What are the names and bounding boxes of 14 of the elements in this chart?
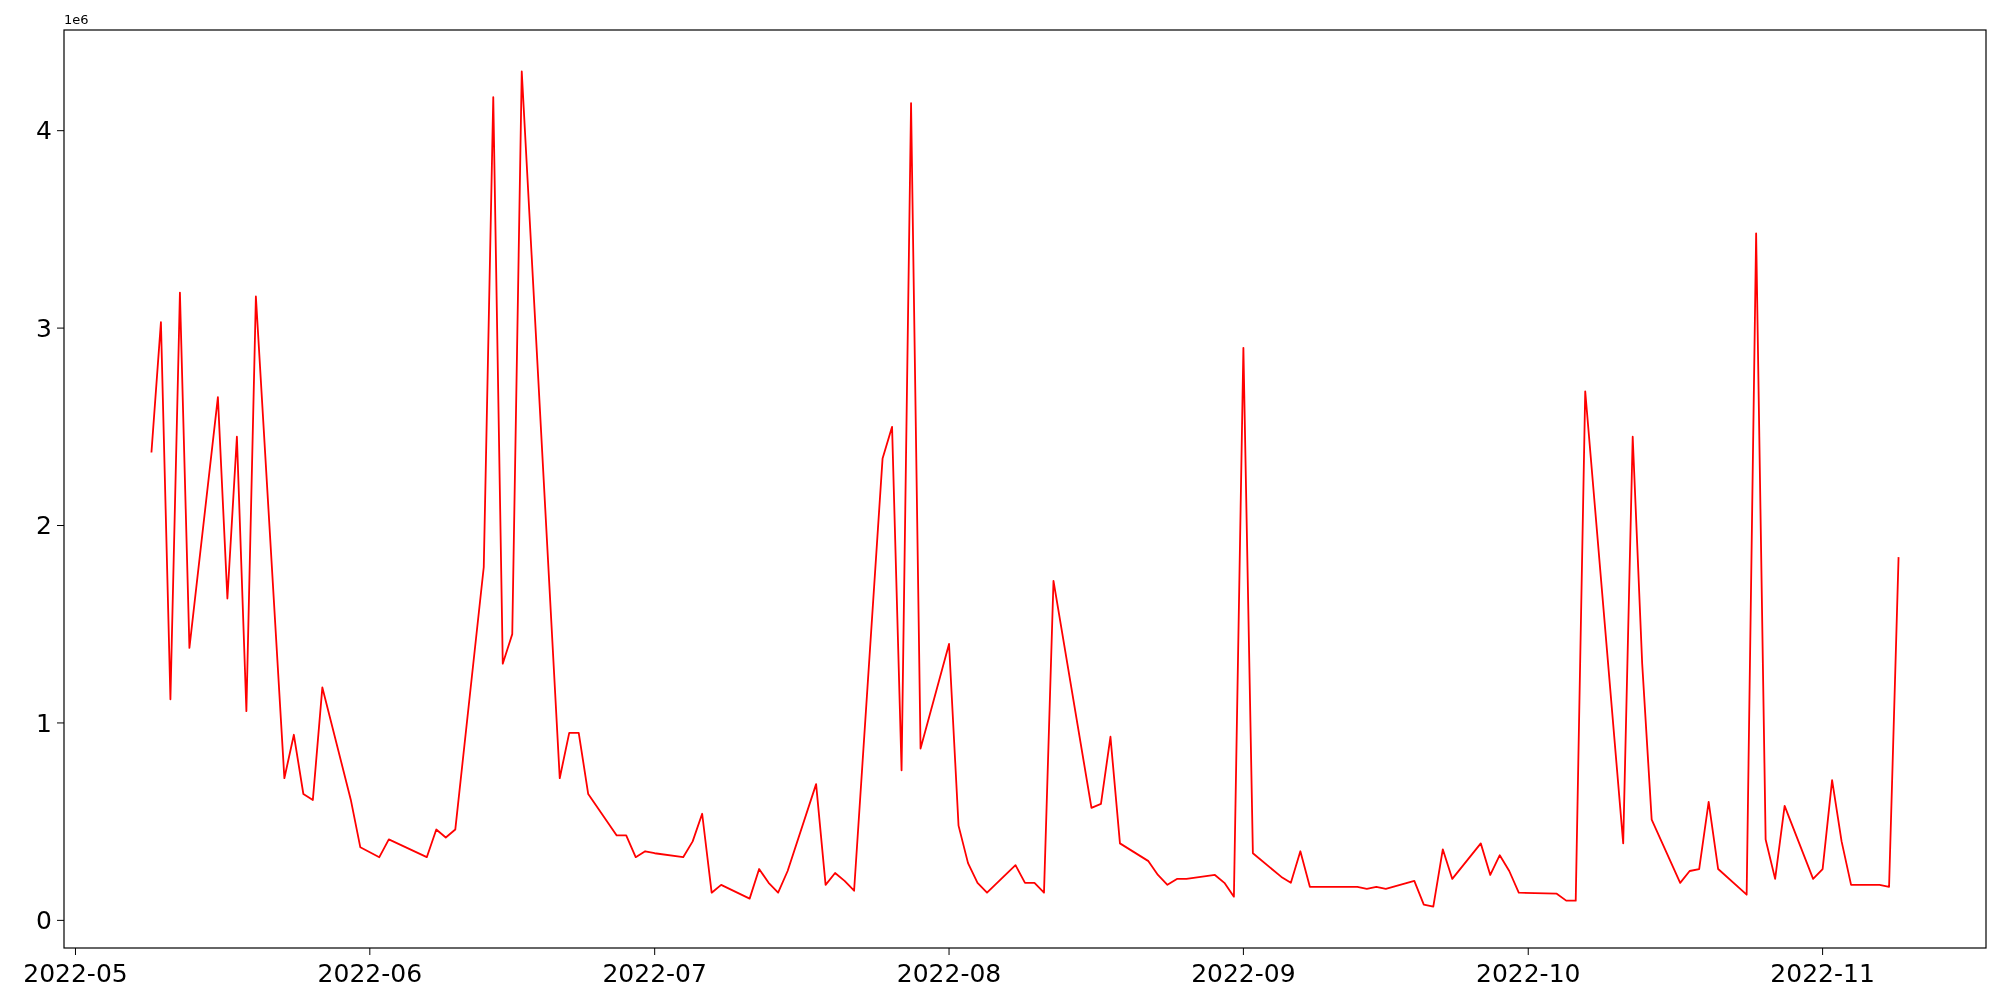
x-tick-label: 2022-06 xyxy=(317,959,423,988)
x-tick-label: 2022-10 xyxy=(1476,959,1581,988)
y-tick-label: 1 xyxy=(36,708,52,738)
y-tick-label: 0 xyxy=(36,906,52,936)
y-tick-label: 3 xyxy=(36,313,52,343)
x-tick-label: 2022-07 xyxy=(602,959,707,988)
line-series xyxy=(150,70,1900,908)
x-tick-label: 2022-08 xyxy=(896,959,1002,988)
x-tick-label: 2022-09 xyxy=(1191,959,1296,988)
text: 1e6 xyxy=(64,12,89,27)
x-tick-label: 2022-05 xyxy=(23,959,128,988)
y-tick-label: 2 xyxy=(36,511,52,541)
y-tick-label: 4 xyxy=(36,116,52,146)
x-tick-label: 2022-11 xyxy=(1770,959,1875,988)
